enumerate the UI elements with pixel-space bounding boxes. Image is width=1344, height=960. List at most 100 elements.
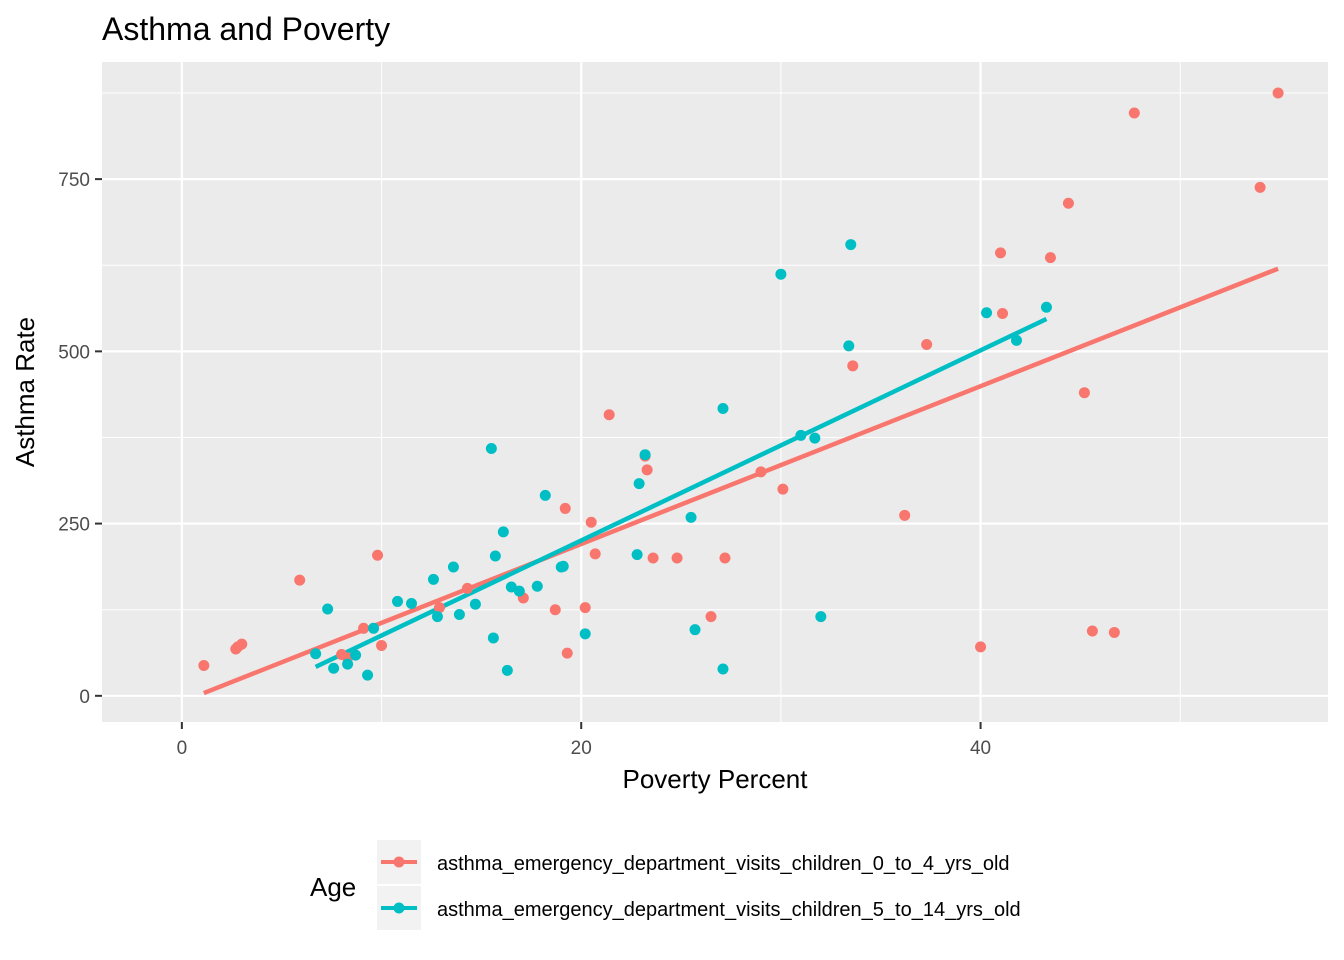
x-tick-label: 20 bbox=[571, 738, 592, 759]
data-point bbox=[845, 239, 857, 251]
data-point bbox=[1078, 387, 1090, 399]
data-point bbox=[368, 622, 380, 634]
x-axis-title: Poverty Percent bbox=[623, 764, 809, 794]
data-point bbox=[755, 466, 767, 478]
y-axis: 0 250 500 750 bbox=[58, 170, 102, 708]
data-point bbox=[1108, 626, 1120, 638]
chart-title: Asthma and Poverty bbox=[102, 11, 390, 47]
data-point bbox=[427, 573, 439, 585]
data-point bbox=[376, 640, 388, 652]
data-point bbox=[405, 598, 417, 610]
data-point bbox=[641, 464, 653, 476]
data-point bbox=[1272, 87, 1284, 99]
major-gridlines bbox=[102, 62, 1328, 722]
data-point bbox=[579, 628, 591, 640]
data-point bbox=[995, 247, 1007, 259]
y-tick-label: 250 bbox=[58, 515, 90, 536]
data-point bbox=[685, 511, 697, 523]
x-tick-label: 40 bbox=[970, 738, 991, 759]
legend: Age asthma_emergency_department_visits_c… bbox=[310, 840, 1021, 930]
data-point bbox=[358, 622, 370, 634]
minor-gridlines bbox=[102, 62, 1328, 722]
data-point bbox=[1128, 107, 1140, 119]
data-point bbox=[639, 449, 651, 461]
data-point bbox=[497, 526, 509, 538]
data-point bbox=[461, 582, 473, 594]
data-point bbox=[236, 638, 248, 650]
data-point bbox=[501, 664, 513, 676]
data-point bbox=[372, 549, 384, 561]
data-point bbox=[1086, 625, 1098, 637]
data-point bbox=[795, 429, 807, 441]
data-point bbox=[294, 574, 306, 586]
trend-line-0 bbox=[203, 266, 1279, 696]
data-point bbox=[433, 602, 445, 614]
data-point bbox=[489, 550, 501, 562]
data-point bbox=[485, 442, 497, 454]
data-point bbox=[777, 483, 789, 495]
y-tick-label: 500 bbox=[58, 342, 90, 363]
data-point bbox=[328, 662, 340, 674]
legend-title: Age bbox=[310, 872, 356, 902]
data-point bbox=[1011, 334, 1023, 346]
data-point bbox=[539, 489, 551, 501]
data-point bbox=[705, 611, 717, 623]
data-point bbox=[549, 604, 561, 616]
data-point bbox=[717, 663, 729, 675]
data-point bbox=[350, 649, 362, 661]
data-point bbox=[561, 647, 573, 659]
data-point bbox=[469, 598, 481, 610]
data-point bbox=[322, 603, 334, 615]
data-point bbox=[1040, 301, 1052, 313]
data-point bbox=[815, 611, 827, 623]
data-point bbox=[513, 585, 525, 597]
legend-label: asthma_emergency_department_visits_child… bbox=[437, 853, 1010, 875]
data-point bbox=[310, 648, 322, 660]
data-point bbox=[647, 552, 659, 564]
data-points bbox=[198, 87, 1284, 681]
data-point bbox=[689, 624, 701, 636]
data-point bbox=[847, 360, 859, 372]
data-point bbox=[453, 609, 465, 621]
data-point bbox=[975, 641, 987, 653]
data-point bbox=[447, 561, 459, 573]
plot-panel bbox=[102, 62, 1328, 722]
data-point bbox=[719, 552, 731, 564]
data-point bbox=[809, 432, 821, 444]
x-tick-label: 0 bbox=[177, 738, 188, 759]
legend-label: asthma_emergency_department_visits_child… bbox=[437, 899, 1021, 921]
data-point bbox=[531, 580, 543, 592]
legend-item-0-4: asthma_emergency_department_visits_child… bbox=[377, 840, 1010, 884]
data-point bbox=[589, 548, 601, 560]
data-point bbox=[1062, 197, 1074, 209]
data-point bbox=[633, 478, 645, 490]
data-point bbox=[603, 409, 615, 421]
data-point bbox=[899, 509, 911, 521]
data-point bbox=[392, 595, 404, 607]
y-tick-label: 750 bbox=[58, 170, 90, 191]
x-axis: 0 20 40 bbox=[177, 722, 991, 759]
data-point bbox=[1044, 252, 1056, 264]
data-point bbox=[1254, 181, 1266, 193]
data-point bbox=[198, 660, 210, 672]
data-point bbox=[342, 658, 354, 670]
data-point bbox=[981, 307, 993, 319]
y-tick-label: 0 bbox=[79, 687, 90, 708]
data-point bbox=[997, 307, 1009, 319]
data-point bbox=[487, 632, 499, 644]
y-axis-title: Asthma Rate bbox=[10, 317, 40, 467]
legend-key-point bbox=[393, 856, 405, 868]
data-point bbox=[671, 552, 683, 564]
legend-item-5-14: asthma_emergency_department_visits_child… bbox=[377, 886, 1021, 930]
data-point bbox=[585, 516, 597, 528]
data-point bbox=[362, 669, 374, 681]
data-point bbox=[559, 502, 571, 514]
data-point bbox=[921, 338, 933, 350]
data-point bbox=[631, 549, 643, 561]
data-point bbox=[843, 340, 855, 352]
data-point bbox=[431, 611, 443, 623]
series-points-1 bbox=[310, 239, 1052, 681]
data-point bbox=[775, 268, 787, 280]
data-point bbox=[717, 403, 729, 415]
